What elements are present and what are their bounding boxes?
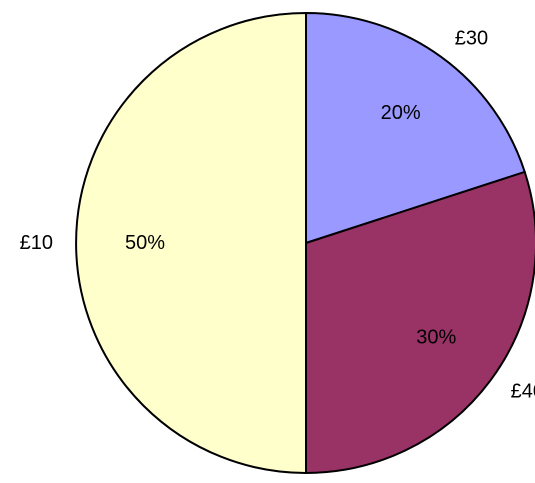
slice-percent-label: 50% (125, 232, 165, 254)
pie-labels: 20% £30 30% £40 50% £10 (20, 27, 535, 402)
slice-percent-label: 30% (416, 327, 456, 349)
slice-category-label: £30 (455, 27, 488, 49)
pie-slices (75, 12, 535, 474)
pie-slice (305, 12, 526, 244)
slice-percent-label: 20% (381, 102, 421, 124)
slice-category-label: £10 (20, 232, 53, 254)
pie-slice (75, 12, 307, 474)
slice-category-label: £40 (511, 381, 535, 403)
pie-slice (305, 170, 535, 474)
